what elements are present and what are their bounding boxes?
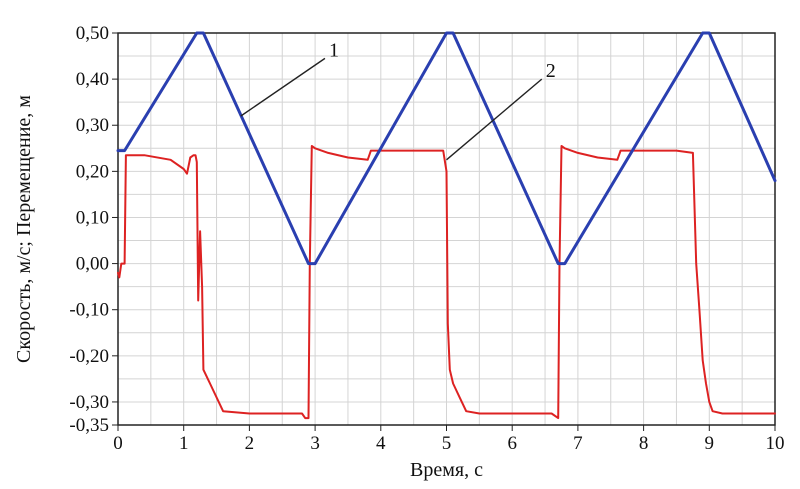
x-tick-label: 0 xyxy=(113,433,123,454)
callout-label-2: 2 xyxy=(546,60,556,82)
ticks: 0 1 2 3 4 5 6 7 8 9 100,500,400,300,200,100,00-0,1… xyxy=(69,23,784,454)
y-tick-label: 0,30 xyxy=(76,115,109,136)
x-tick-label: 5 xyxy=(442,433,452,454)
y-axis-title: Скорость, м/с; Перемещение, м xyxy=(13,95,35,363)
callout-leader-2 xyxy=(446,78,543,161)
y-tick-label: -0,30 xyxy=(69,392,109,413)
x-axis-title: Время, с xyxy=(410,459,483,481)
callouts: 12 xyxy=(240,39,556,161)
x-tick-label: 3 xyxy=(310,433,320,454)
x-tick-label: 7 xyxy=(573,433,583,454)
x-tick-label: 6 xyxy=(507,433,517,454)
callout-label-1: 1 xyxy=(329,39,339,61)
x-tick-label: 4 xyxy=(376,433,386,454)
y-tick-label: -0,20 xyxy=(69,346,109,367)
x-tick-label: 10 xyxy=(766,433,785,454)
x-tick-label: 9 xyxy=(705,433,715,454)
series-line-2 xyxy=(117,145,776,420)
y-tick-label: -0,35 xyxy=(69,415,109,436)
y-tick-label: 0,10 xyxy=(76,207,109,228)
y-tick-label: 0,50 xyxy=(76,23,109,44)
y-tick-label: 0,20 xyxy=(76,161,109,182)
x-tick-label: 1 xyxy=(179,433,189,454)
y-tick-label: 0,00 xyxy=(76,254,109,275)
x-tick-label: 8 xyxy=(639,433,649,454)
y-tick-label: 0,40 xyxy=(76,69,109,90)
x-tick-label: 2 xyxy=(245,433,255,454)
series-line-1 xyxy=(116,31,777,266)
y-tick-label: -0,10 xyxy=(69,300,109,321)
series-layer xyxy=(116,31,777,420)
callout-leader-1 xyxy=(240,57,326,117)
